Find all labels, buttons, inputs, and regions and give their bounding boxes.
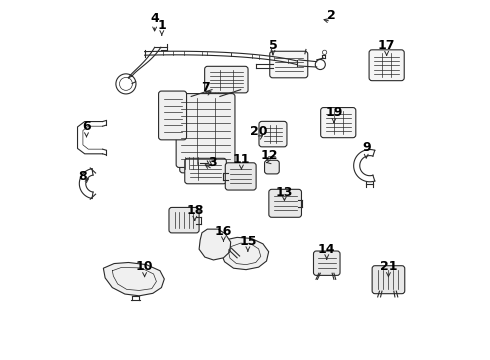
- Text: 17: 17: [378, 39, 395, 52]
- Text: 16: 16: [215, 225, 232, 238]
- FancyBboxPatch shape: [372, 266, 405, 294]
- Text: 13: 13: [276, 186, 293, 199]
- Text: 14: 14: [318, 243, 336, 256]
- Text: 10: 10: [136, 260, 153, 273]
- FancyBboxPatch shape: [270, 51, 308, 78]
- FancyBboxPatch shape: [225, 163, 256, 190]
- FancyBboxPatch shape: [369, 50, 404, 81]
- Text: 18: 18: [186, 204, 203, 217]
- Text: 5: 5: [269, 39, 277, 52]
- Text: 4: 4: [150, 12, 159, 25]
- FancyBboxPatch shape: [159, 91, 187, 140]
- Polygon shape: [221, 237, 269, 270]
- Polygon shape: [199, 229, 231, 260]
- Text: 1: 1: [157, 19, 166, 32]
- FancyBboxPatch shape: [205, 66, 248, 93]
- Text: 9: 9: [362, 141, 370, 154]
- Text: 20: 20: [250, 125, 268, 138]
- Text: 2: 2: [327, 9, 336, 22]
- Polygon shape: [103, 262, 164, 296]
- FancyBboxPatch shape: [269, 189, 301, 217]
- FancyBboxPatch shape: [169, 207, 199, 233]
- FancyBboxPatch shape: [180, 153, 203, 173]
- Text: 21: 21: [380, 260, 397, 273]
- FancyBboxPatch shape: [185, 158, 226, 184]
- Text: 15: 15: [239, 235, 257, 248]
- FancyBboxPatch shape: [265, 160, 279, 174]
- Text: 6: 6: [82, 121, 91, 134]
- Text: 11: 11: [233, 153, 250, 166]
- FancyBboxPatch shape: [314, 251, 340, 275]
- FancyBboxPatch shape: [259, 121, 287, 147]
- Text: 8: 8: [78, 170, 87, 183]
- Text: 12: 12: [261, 149, 278, 162]
- FancyBboxPatch shape: [176, 94, 235, 167]
- Text: 3: 3: [208, 156, 217, 169]
- Text: 7: 7: [201, 81, 210, 94]
- FancyBboxPatch shape: [320, 108, 356, 138]
- Text: 19: 19: [325, 106, 343, 119]
